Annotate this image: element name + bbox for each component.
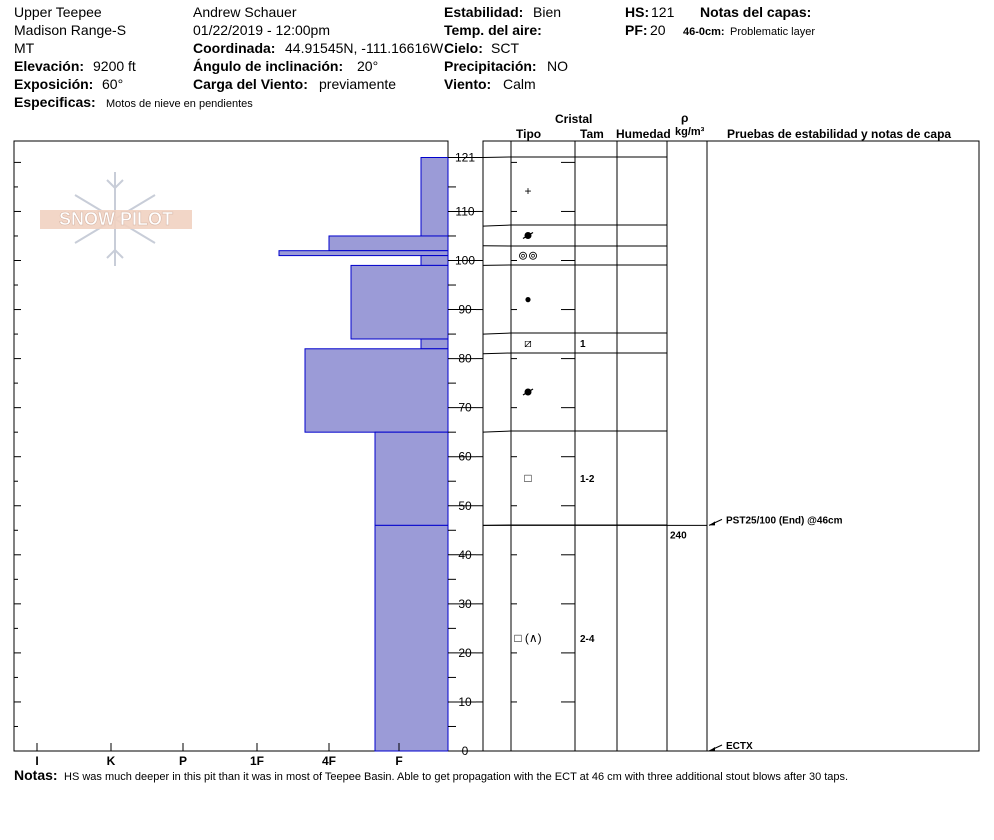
- test-arrow: [709, 521, 715, 526]
- datetime: 01/22/2019 - 12:00pm: [193, 22, 330, 38]
- density-value: 240: [670, 530, 687, 541]
- range: Madison Range-S: [14, 22, 127, 38]
- hardness-bar: [304, 348, 449, 433]
- wind-load-label: Carga del Viento:: [193, 76, 308, 92]
- precip-value: NO: [547, 58, 568, 74]
- depth-tick-label: 30: [458, 597, 472, 611]
- slope-label: Ángulo de inclinación:: [193, 58, 344, 74]
- rho-header: ρ: [681, 111, 689, 125]
- crystal-type-symbol: +: [524, 184, 531, 198]
- layer-connector: [482, 224, 512, 227]
- elevation-label: Elevación:: [14, 58, 85, 74]
- location: Upper Teepee: [14, 4, 102, 20]
- hardness-tick-label: P: [179, 754, 187, 768]
- pf-value: 20: [650, 22, 666, 38]
- observer: Andrew Schauer: [193, 4, 297, 20]
- hardness-bar: [328, 235, 449, 252]
- pf-label: PF:: [625, 22, 648, 38]
- type-header: Tipo: [516, 127, 542, 141]
- hs-label: HS:: [625, 4, 650, 20]
- hardness-bar: [374, 431, 449, 526]
- wind-value: Calm: [503, 76, 536, 92]
- hardness-bar: [350, 264, 449, 340]
- crystal-type-symbol: ⊚⊚: [518, 249, 538, 263]
- specifics-value: Motos de nieve en pendientes: [106, 98, 253, 110]
- wind-label: Viento:: [444, 76, 492, 92]
- elevation-value: 9200 ft: [93, 58, 136, 74]
- crystal-type-symbol: ●: [524, 292, 531, 306]
- hardness-bar: [278, 250, 449, 257]
- depth-tick-label: 100: [455, 254, 475, 268]
- crystal-type-symbol: □ (∧): [514, 631, 541, 645]
- moisture-header: Humedad: [616, 127, 671, 141]
- crystal-header: Cristal: [555, 112, 593, 126]
- crystal-type-symbol: □: [524, 471, 531, 485]
- hardness-tick-label: 1F: [250, 754, 264, 768]
- layer-note-depth: 46-0cm:: [683, 26, 725, 38]
- hardness-tick-label: F: [395, 754, 402, 768]
- tests-header: Pruebas de estabilidad y notas de capa: [727, 127, 952, 141]
- density-unit-header: kg/m³: [675, 126, 705, 138]
- hardness-bar: [420, 255, 449, 266]
- wind-load-value: previamente: [319, 76, 397, 92]
- layer-notes-label: Notas del capas:: [700, 4, 812, 20]
- crystal-type-symbol: ⧄: [524, 336, 532, 350]
- depth-tick-label: 40: [458, 548, 472, 562]
- hs-value: 121: [651, 4, 675, 20]
- crystal-size-label: 2-4: [580, 634, 595, 645]
- sky-label: Cielo:: [444, 40, 483, 56]
- depth-tick-label: 80: [458, 352, 472, 366]
- hardness-tick-label: K: [107, 754, 116, 768]
- depth-tick-label: 50: [458, 499, 472, 513]
- aspect-value: 60°: [102, 76, 124, 92]
- aspect-label: Exposición:: [14, 76, 94, 92]
- coord-label: Coordinada:: [193, 40, 276, 56]
- stability-value: Bien: [533, 4, 562, 20]
- stability-label: Estabilidad:: [444, 4, 524, 20]
- notes-text: HS was much deeper in this pit than it w…: [64, 771, 849, 783]
- air-temp-label: Temp. del aire:: [444, 22, 542, 38]
- crystal-size-label: 1: [580, 339, 586, 350]
- crystal-size-label: 1-2: [580, 474, 595, 485]
- precip-label: Precipitación:: [444, 58, 537, 74]
- depth-tick-label: 110: [455, 204, 474, 218]
- depth-tick-label: 0: [462, 744, 469, 758]
- slope-value: 20°: [357, 58, 379, 74]
- hardness-bar: [374, 524, 449, 752]
- depth-tick-label: 20: [458, 646, 472, 660]
- depth-tick-label: 70: [458, 401, 472, 415]
- layer-connector: [482, 430, 512, 433]
- test-arrow: [709, 747, 715, 751]
- coord-value: 44.91545N, -111.16616W: [285, 40, 444, 56]
- logo-text: SNOW PILOT: [59, 209, 173, 229]
- depth-tick-label: 60: [458, 450, 472, 464]
- sky-value: SCT: [491, 40, 519, 56]
- hardness-bar: [420, 338, 449, 350]
- decomposing-fragments-symbol: [522, 231, 534, 240]
- layer-note-text: Problematic layer: [730, 26, 815, 38]
- hardness-tick-label: I: [35, 754, 38, 768]
- hardness-bar: [420, 156, 449, 237]
- size-header: Tam: [580, 127, 604, 141]
- hardness-tick-label: 4F: [322, 754, 336, 768]
- depth-tick-label: 90: [458, 303, 472, 317]
- depth-tick-label: 10: [458, 695, 472, 709]
- specifics-label: Especificas:: [14, 94, 96, 110]
- stability-test-label: PST25/100 (End) @46cm: [726, 515, 843, 526]
- layer-connector: [482, 352, 512, 355]
- notes-label: Notas:: [14, 767, 58, 783]
- stability-test-label: ECTX: [726, 741, 753, 752]
- layer-connector: [482, 332, 512, 335]
- decomposing-fragments-symbol: [522, 388, 534, 396]
- depth-tick-label: 121: [455, 150, 475, 164]
- state: MT: [14, 40, 35, 56]
- logo-banner: [40, 210, 192, 229]
- layer-table-frame: [482, 140, 980, 752]
